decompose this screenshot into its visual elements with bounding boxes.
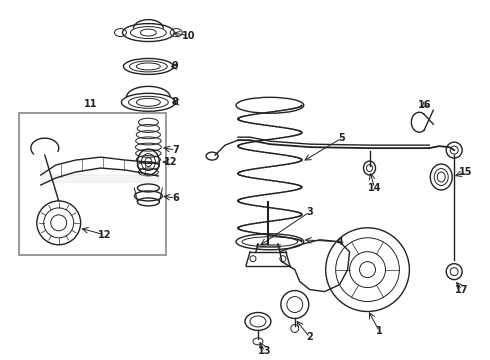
Text: 12: 12 bbox=[98, 230, 111, 240]
Text: 3: 3 bbox=[306, 207, 313, 217]
Text: 2: 2 bbox=[306, 332, 313, 342]
Text: 1: 1 bbox=[376, 327, 383, 336]
Bar bbox=[19, 113, 166, 255]
Text: 14: 14 bbox=[368, 183, 381, 193]
Text: 8: 8 bbox=[172, 97, 179, 107]
Text: 17: 17 bbox=[455, 284, 469, 294]
Text: 10: 10 bbox=[181, 31, 195, 41]
Text: 15: 15 bbox=[460, 167, 473, 177]
Text: 11: 11 bbox=[84, 99, 98, 109]
Text: 13: 13 bbox=[258, 346, 271, 356]
Text: 7: 7 bbox=[172, 145, 179, 155]
Text: 6: 6 bbox=[172, 193, 179, 203]
Text: 5: 5 bbox=[338, 133, 345, 143]
Text: 12: 12 bbox=[164, 157, 177, 167]
Text: 4: 4 bbox=[336, 237, 343, 247]
Text: 16: 16 bbox=[417, 100, 431, 110]
Text: 9: 9 bbox=[172, 62, 179, 71]
